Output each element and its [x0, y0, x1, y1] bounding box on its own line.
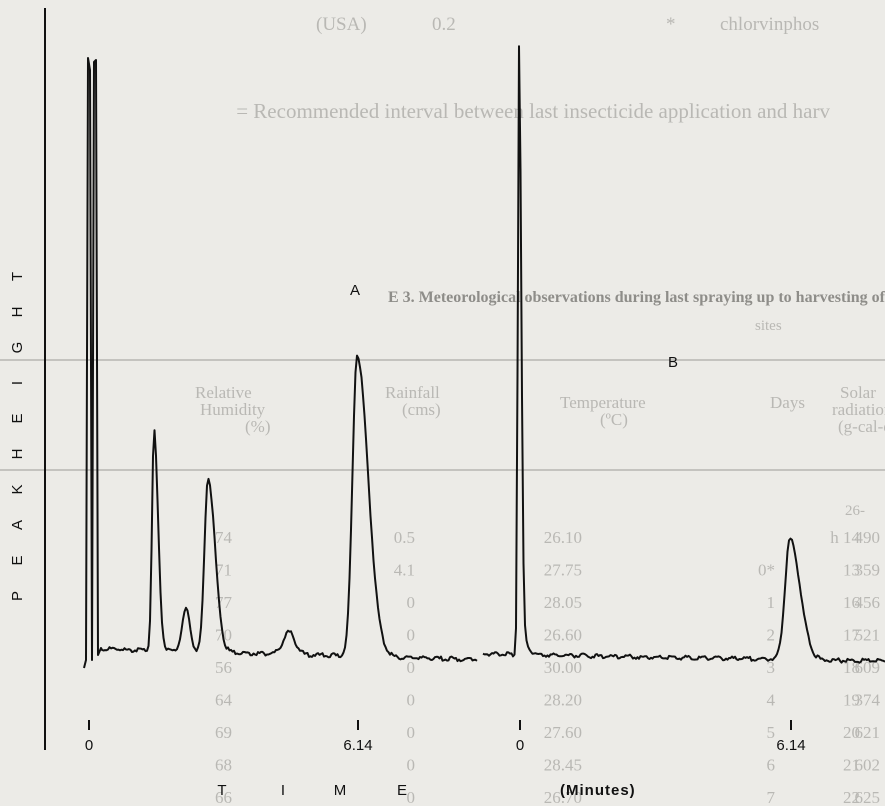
- x-tick-label: 0: [516, 737, 524, 754]
- bleed-footnote: = Recommended interval between last inse…: [236, 99, 830, 123]
- bleed-header: Temperature: [560, 393, 646, 412]
- bleed-headers: Days Temperature(ºC) Rainfall(cms) Relative…: [195, 383, 885, 436]
- bleed-cell: 0: [407, 658, 416, 677]
- bleed-header: Relative: [195, 383, 252, 402]
- y-label-letter: A: [9, 520, 26, 530]
- bleed-top-value: 0.2: [432, 14, 456, 35]
- y-label-letter: H: [9, 449, 26, 460]
- bleed-cell: 64: [215, 691, 233, 710]
- trace-a: [83, 57, 478, 669]
- bleed-header: Solar: [840, 383, 876, 402]
- x-label-letter: T: [217, 782, 226, 799]
- y-label-letter: K: [9, 484, 26, 494]
- x-tick-label: 6.14: [343, 737, 372, 754]
- bleed-cell: 0: [407, 788, 416, 806]
- trace-b: [482, 45, 885, 664]
- panel-label-a: A: [350, 282, 360, 299]
- bleed-cell: 20: [843, 723, 860, 742]
- bleed-header: (%): [245, 417, 270, 436]
- bleed-header: Humidity: [200, 400, 266, 419]
- bleed-cell: 74: [215, 528, 233, 547]
- bleed-through-text: chlorvinphos * 0.2 (USA) = Recommended i…: [0, 14, 885, 806]
- bleed-cell: 56: [215, 658, 232, 677]
- bleed-cell: 5: [767, 723, 776, 742]
- y-label-letter: P: [9, 591, 26, 601]
- bleed-cell: 0: [407, 756, 416, 775]
- bleed-cell: 28.20: [544, 691, 582, 710]
- bleed-cell: 602: [855, 756, 881, 775]
- y-label-letter: I: [9, 381, 26, 385]
- bleed-top-name: chlorvinphos: [720, 14, 819, 35]
- bleed-cell: 359: [855, 561, 881, 580]
- bleed-cell: 68: [215, 756, 232, 775]
- x-axis-unit: (Minutes): [560, 782, 636, 799]
- bleed-cell: 30.00: [544, 658, 582, 677]
- bleed-cell: h 14: [830, 528, 860, 547]
- y-label-letter: T: [9, 272, 26, 281]
- bleed-cell: 374: [855, 691, 881, 710]
- x-tick-label: 0: [85, 737, 93, 754]
- x-label-letter: E: [397, 782, 407, 799]
- bleed-cell: 0: [407, 626, 416, 645]
- bleed-cell: 28.05: [544, 593, 582, 612]
- bleed-cell: 19: [843, 691, 860, 710]
- y-label-letter: G: [9, 342, 26, 354]
- x-ticks: 0 6.14 0 6.14: [85, 720, 806, 754]
- bleed-cell: 625: [855, 788, 881, 806]
- bleed-cell: 21: [843, 756, 860, 775]
- y-label-letter: E: [9, 555, 26, 565]
- y-axis-label: P E A K H E I G H T: [9, 272, 26, 601]
- bleed-cell: 6: [767, 756, 776, 775]
- bleed-header: (ºC): [600, 410, 628, 429]
- bleed-table-title-2: sites: [755, 318, 782, 334]
- bleed-cell: 1: [767, 593, 776, 612]
- y-label-letter: E: [9, 413, 26, 423]
- bleed-row-label: 26-: [845, 503, 865, 519]
- bleed-cell: 0*: [758, 561, 775, 580]
- bleed-cell: 2: [767, 626, 776, 645]
- bleed-cell: 621: [855, 723, 881, 742]
- bleed-cell: 27.60: [544, 723, 582, 742]
- bleed-cell: 0: [407, 723, 416, 742]
- bleed-cell: 69: [215, 723, 232, 742]
- x-label-letter: M: [334, 782, 347, 799]
- bleed-cell: 22: [843, 788, 860, 806]
- bleed-cell: 521: [855, 626, 881, 645]
- bleed-header: Rainfall: [385, 383, 440, 402]
- bleed-cell: 7: [767, 788, 776, 806]
- bleed-cell: 4: [767, 691, 776, 710]
- bleed-table-title: E 3. Meteorological observations during …: [388, 289, 885, 306]
- bleed-top-note: (USA): [316, 14, 367, 35]
- x-label-letter: I: [281, 782, 285, 799]
- bleed-cell: 490: [855, 528, 881, 547]
- bleed-cell: 26.60: [544, 626, 582, 645]
- bleed-cell: 26.10: [544, 528, 582, 547]
- bleed-cell: 0.5: [394, 528, 415, 547]
- bleed-header: radiation: [832, 400, 885, 419]
- bleed-cell: 456: [855, 593, 881, 612]
- bleed-cell: 26.70: [544, 788, 582, 806]
- bleed-cell: 0: [407, 691, 416, 710]
- bleed-header: Days: [770, 393, 805, 412]
- bleed-header: (g-cal-cm²da: [838, 417, 885, 436]
- bleed-cell: 0: [407, 593, 416, 612]
- bleed-header: (cms): [402, 400, 441, 419]
- bleed-cell: 3: [767, 658, 776, 677]
- bleed-cell: 16: [843, 593, 860, 612]
- bleed-cell: 28.45: [544, 756, 582, 775]
- bleed-cell: 27.75: [544, 561, 582, 580]
- bleed-cell: 71: [215, 561, 232, 580]
- bleed-top-mark: *: [666, 14, 676, 35]
- bleed-cell: 4.1: [394, 561, 415, 580]
- panel-label-b: B: [668, 354, 678, 371]
- x-tick-label: 6.14: [776, 737, 805, 754]
- y-label-letter: H: [9, 307, 26, 318]
- bleed-cell: 66: [215, 788, 232, 806]
- bleed-cell: 17: [843, 626, 861, 645]
- bleed-cell: 13: [843, 561, 860, 580]
